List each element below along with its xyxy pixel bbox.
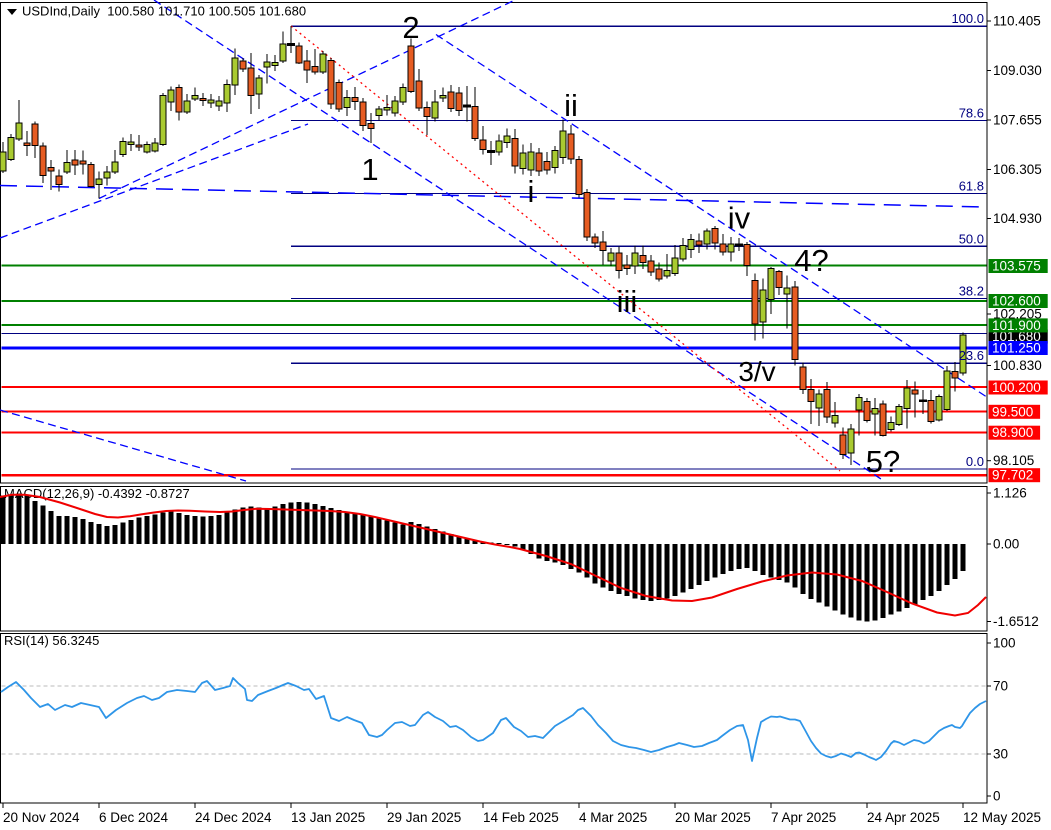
svg-text:i: i [528, 174, 535, 209]
svg-text:ii: ii [564, 88, 578, 123]
svg-text:101.680: 101.680 [992, 329, 1041, 344]
svg-text:100.0: 100.0 [951, 11, 984, 26]
svg-text:13 Jan 2025: 13 Jan 2025 [291, 810, 365, 825]
svg-text:38.2: 38.2 [959, 283, 984, 298]
svg-text:98.105: 98.105 [993, 453, 1034, 468]
svg-text:RSI(14) 56.3245: RSI(14) 56.3245 [4, 633, 99, 648]
svg-text:97.702: 97.702 [992, 468, 1033, 483]
svg-text:USDInd,Daily 100.580 101.710: USDInd,Daily 100.580 101.710 100.505 101… [22, 4, 306, 19]
svg-text:iv: iv [728, 201, 751, 236]
svg-text:0: 0 [993, 789, 1001, 804]
svg-text:30: 30 [993, 747, 1008, 762]
svg-text:100: 100 [993, 636, 1016, 651]
svg-text:20 Nov 2024: 20 Nov 2024 [3, 810, 80, 825]
svg-text:4 Mar 2025: 4 Mar 2025 [579, 810, 647, 825]
svg-text:7 Apr 2025: 7 Apr 2025 [771, 810, 836, 825]
svg-text:12 May 2025: 12 May 2025 [963, 810, 1041, 825]
svg-text:23.6: 23.6 [959, 348, 984, 363]
svg-text:24 Apr 2025: 24 Apr 2025 [867, 810, 940, 825]
svg-text:14 Feb 2025: 14 Feb 2025 [483, 810, 559, 825]
svg-text:24 Dec 2024: 24 Dec 2024 [195, 810, 272, 825]
svg-text:107.655: 107.655 [993, 113, 1042, 128]
svg-text:3/v: 3/v [738, 356, 775, 387]
svg-text:102.600: 102.600 [992, 294, 1041, 309]
svg-text:iii: iii [617, 284, 638, 319]
svg-text:70: 70 [993, 679, 1008, 694]
svg-text:100.830: 100.830 [993, 358, 1042, 373]
svg-text:101.250: 101.250 [992, 341, 1041, 356]
svg-text:109.030: 109.030 [993, 63, 1042, 78]
svg-text:110.405: 110.405 [993, 14, 1041, 29]
svg-text:103.575: 103.575 [992, 259, 1041, 274]
svg-text:6 Dec 2024: 6 Dec 2024 [99, 810, 169, 825]
svg-text:50.0: 50.0 [959, 231, 984, 246]
svg-text:100.200: 100.200 [992, 380, 1041, 395]
svg-text:-1.6512: -1.6512 [993, 614, 1039, 629]
svg-text:104.930: 104.930 [993, 211, 1042, 226]
svg-text:4?: 4? [794, 243, 828, 278]
svg-text:98.900: 98.900 [992, 425, 1033, 440]
svg-text:101.900: 101.900 [992, 318, 1041, 333]
svg-text:20 Mar 2025: 20 Mar 2025 [675, 810, 751, 825]
svg-text:99.500: 99.500 [992, 404, 1033, 419]
svg-text:102.205: 102.205 [993, 307, 1042, 322]
svg-text:1: 1 [361, 152, 378, 187]
svg-text:29 Jan 2025: 29 Jan 2025 [387, 810, 461, 825]
svg-text:0.00: 0.00 [993, 537, 1019, 552]
svg-text:2: 2 [402, 10, 419, 45]
svg-text:1.126: 1.126 [993, 486, 1027, 501]
svg-text:MACD(12,26,9) -0.4392 -0.8727: MACD(12,26,9) -0.4392 -0.8727 [4, 486, 190, 501]
svg-text:78.6: 78.6 [959, 106, 984, 121]
svg-text:5?: 5? [866, 444, 900, 479]
svg-text:0.0: 0.0 [966, 454, 984, 469]
svg-text:106.305: 106.305 [993, 162, 1042, 177]
svg-text:61.8: 61.8 [959, 179, 984, 194]
